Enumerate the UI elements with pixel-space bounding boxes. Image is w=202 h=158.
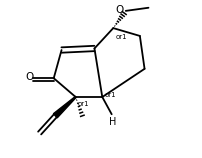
Text: H: H bbox=[108, 117, 116, 127]
Text: or1: or1 bbox=[115, 34, 127, 40]
Text: O: O bbox=[25, 72, 33, 82]
Text: or1: or1 bbox=[104, 92, 116, 98]
Text: O: O bbox=[115, 5, 123, 15]
Polygon shape bbox=[53, 97, 76, 118]
Text: or1: or1 bbox=[78, 101, 89, 107]
